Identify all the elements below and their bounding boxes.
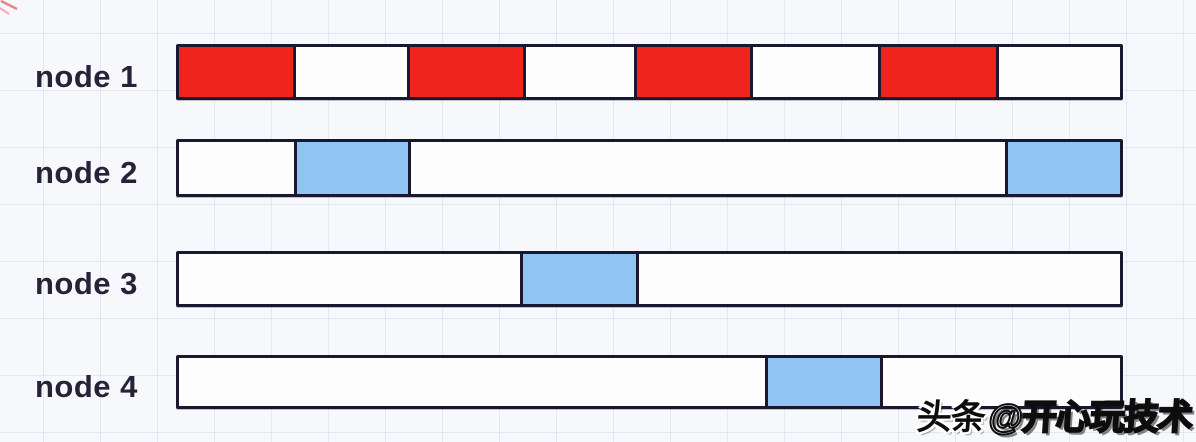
node-row: node 4 [0, 355, 1196, 409]
blue-slot [765, 358, 880, 406]
node-label: node 4 [35, 368, 138, 404]
red-slot [634, 47, 751, 97]
watermark-source: 头条 [915, 398, 987, 437]
red-slot [406, 47, 523, 97]
idle-slot [750, 47, 878, 97]
node-label: node 2 [35, 154, 138, 190]
idle-slot [293, 47, 407, 97]
idle-slot [522, 47, 635, 97]
node-row: node 2 [0, 139, 1196, 197]
idle-slot [179, 358, 766, 406]
idle-slot [179, 254, 520, 304]
watermark-handle: @开心玩技术 [986, 397, 1194, 438]
timeline-bar [176, 355, 1123, 409]
blue-slot [1004, 142, 1120, 194]
timeline-bar [176, 139, 1123, 197]
idle-slot [179, 142, 295, 194]
red-slot [877, 47, 996, 97]
node-label: node 1 [35, 58, 138, 94]
red-slot [179, 47, 294, 97]
watermark: 头条@开心玩技术 [915, 389, 1194, 440]
idle-slot [995, 47, 1120, 97]
corner-red-mark-icon [0, 0, 18, 15]
node-row: node 1 [0, 44, 1196, 100]
blue-slot [294, 142, 408, 194]
node-row: node 3 [0, 251, 1196, 307]
idle-slot [879, 358, 1120, 406]
timeline-bar [176, 44, 1123, 100]
timeline-bar [176, 251, 1123, 307]
idle-slot [407, 142, 1005, 194]
idle-slot [636, 254, 1120, 304]
blue-slot [519, 254, 637, 304]
node-label: node 3 [35, 265, 138, 301]
